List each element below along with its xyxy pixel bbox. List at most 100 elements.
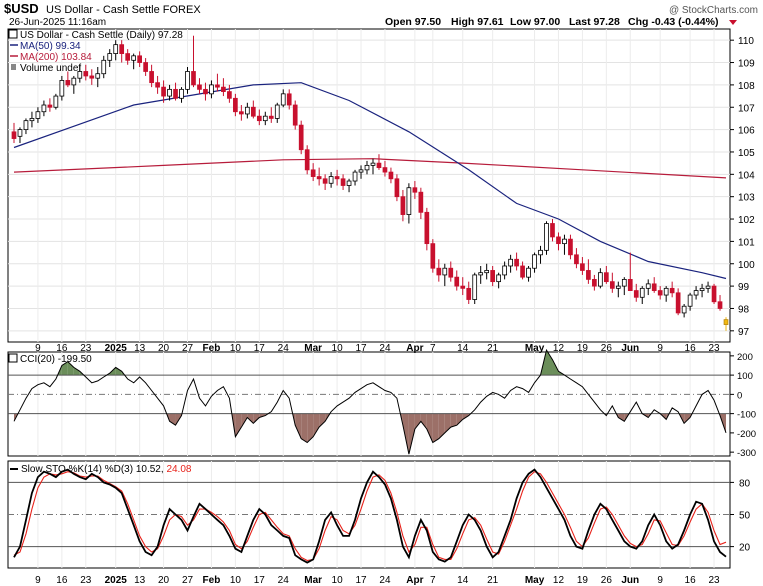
candle-body — [35, 111, 41, 119]
candle-body — [310, 169, 316, 177]
candle-body — [514, 258, 519, 267]
candle-body — [406, 187, 412, 215]
cci-overbought-fill — [67, 361, 74, 376]
candle-body — [502, 265, 507, 276]
candle-body — [478, 272, 484, 276]
candle-body — [197, 84, 202, 90]
x-tick-label-bottom: 12 — [553, 575, 565, 586]
candle-body — [400, 196, 406, 215]
candle-body — [227, 91, 232, 99]
chg-value: Chg -0.43 (-0.44%) — [628, 16, 718, 28]
cci-oversold-fill — [618, 413, 625, 422]
candle-body — [723, 319, 729, 325]
candle-body — [131, 55, 137, 61]
x-tick-label-top: 24 — [379, 343, 391, 354]
cci-overbought-fill — [73, 367, 80, 376]
x-tick-label-top: 26 — [601, 343, 613, 354]
cci-oversold-fill — [432, 413, 439, 443]
x-tick-label-bottom: 21 — [487, 575, 499, 586]
x-tick-label-bottom: 24 — [379, 575, 391, 586]
cci-oversold-fill — [307, 413, 314, 443]
open-value: Open 97.50 — [385, 16, 441, 28]
candle-body — [669, 287, 675, 294]
x-tick-label-bottom: 23 — [80, 575, 92, 586]
candle-body — [221, 86, 226, 92]
candle-body — [250, 106, 256, 117]
x-tick-label-bottom: 27 — [182, 575, 194, 586]
cci-panel — [7, 351, 731, 457]
candle-body — [609, 281, 615, 289]
x-tick-label-top: 23 — [80, 343, 92, 354]
ma200-legend: MA(200) 103.84 — [20, 52, 92, 63]
x-tick-label-bottom: 19 — [577, 575, 589, 586]
candle-body — [203, 88, 208, 95]
high-value: High 97.61 — [451, 16, 504, 28]
candle-body — [322, 178, 328, 184]
x-tick-label-bottom: 2025 — [105, 575, 128, 586]
candle-body — [705, 285, 711, 289]
candle-body — [621, 278, 627, 287]
cci-oversold-fill — [235, 413, 242, 437]
cci-tick-label: 100 — [737, 371, 753, 382]
x-tick-label-bottom: 9 — [35, 575, 41, 586]
candle-body — [113, 44, 119, 54]
price-tick-label: 97 — [738, 327, 750, 338]
x-tick-label-bottom: 23 — [708, 575, 720, 586]
candle-body — [460, 285, 466, 289]
ma50-line — [13, 82, 727, 280]
price-tick-label: 108 — [738, 81, 755, 92]
candle-body — [556, 236, 561, 245]
candle-body — [657, 290, 663, 296]
x-tick-label-top: 12 — [553, 343, 565, 354]
price-panel — [7, 28, 731, 343]
candle-body — [292, 104, 298, 126]
candle-body — [29, 118, 35, 122]
cci-oversold-fill — [241, 413, 248, 428]
candle-body — [651, 283, 657, 291]
candle-body — [699, 287, 705, 291]
last-value: Last 97.28 — [569, 16, 620, 28]
candle-body — [418, 191, 424, 213]
candle-body — [346, 180, 352, 186]
candle-body — [382, 167, 388, 173]
candle-body — [430, 243, 436, 269]
candle-body — [598, 272, 603, 287]
cci-oversold-fill — [420, 413, 427, 430]
x-tick-label-top: 7 — [430, 343, 436, 354]
candle-body — [149, 71, 154, 84]
x-tick-label-bottom: Feb — [203, 575, 221, 586]
sto-tick-label: 50 — [739, 511, 751, 522]
candle-body — [298, 124, 304, 151]
price-tick-label: 103 — [738, 193, 755, 204]
cci-tick-label: 0 — [737, 390, 742, 401]
price-tick-label: 110 — [738, 36, 754, 47]
candle-body — [550, 223, 555, 238]
candle-body — [544, 223, 549, 251]
candle-body — [143, 62, 148, 72]
candle-body — [568, 238, 573, 256]
candle-body — [280, 93, 286, 106]
x-tick-label-top: 9 — [657, 343, 663, 354]
candle-body — [83, 71, 89, 77]
x-tick-label-top: 23 — [708, 343, 720, 354]
candle-body — [352, 171, 358, 182]
candle-body — [603, 272, 609, 283]
candle-body — [711, 285, 717, 303]
cci-line — [13, 348, 727, 455]
candle-body — [490, 270, 496, 283]
candle-body — [376, 162, 382, 169]
price-legend-title: US Dollar - Cash Settle (Daily) 97.28 — [20, 30, 183, 41]
x-tick-label-bottom: 20 — [158, 575, 170, 586]
x-tick-label-bottom: 10 — [332, 575, 344, 586]
candle-body — [574, 254, 579, 265]
candle-body — [256, 115, 262, 122]
volume-legend-swatch — [11, 64, 16, 70]
candle-body — [161, 86, 166, 97]
candle-body — [663, 287, 669, 296]
cci-oversold-fill — [450, 413, 457, 428]
candle-body — [681, 305, 687, 314]
price-tick-label: 101 — [738, 237, 755, 248]
cci-tick-label: -100 — [737, 410, 756, 421]
